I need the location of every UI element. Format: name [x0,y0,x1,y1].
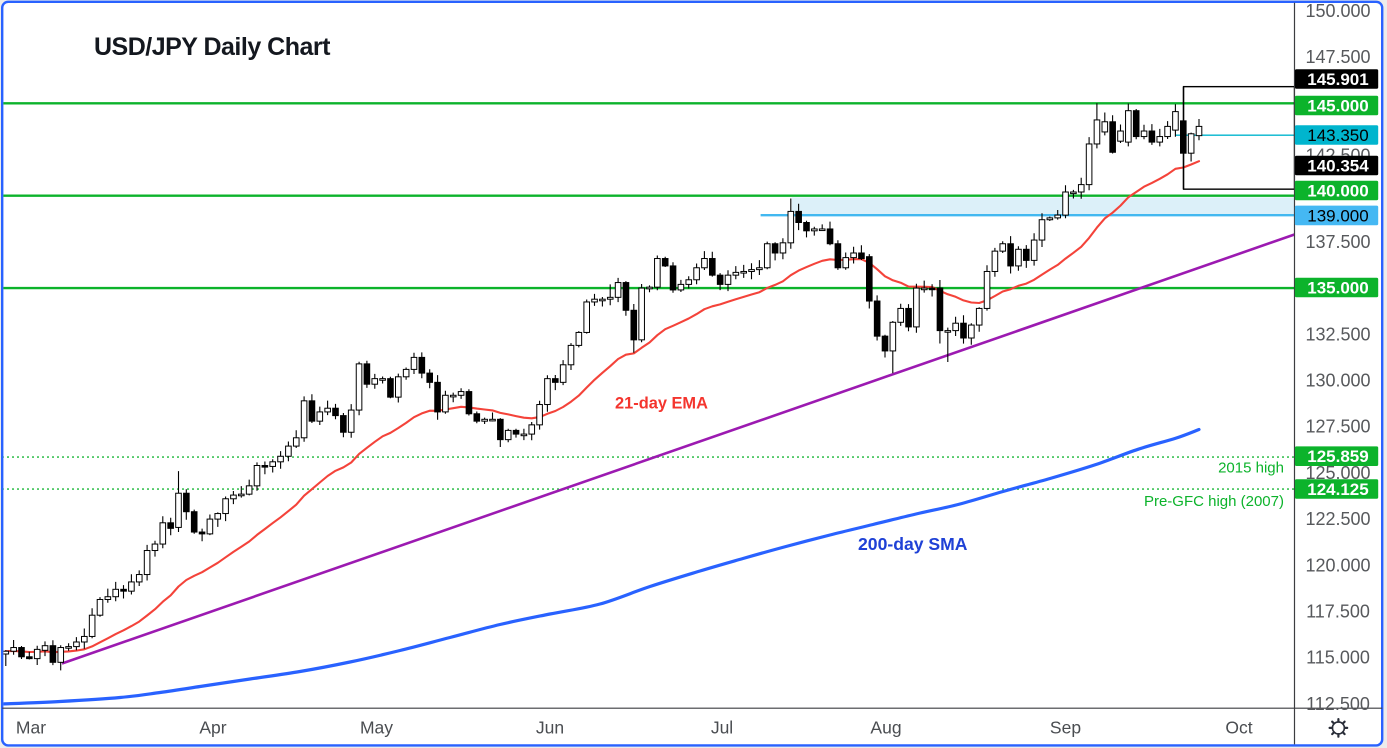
svg-text:125.859: 125.859 [1307,447,1368,466]
svg-text:Aug: Aug [870,718,901,738]
svg-text:112.500: 112.500 [1306,694,1370,714]
svg-text:120.000: 120.000 [1305,555,1370,575]
svg-text:2015 high: 2015 high [1218,460,1284,477]
svg-text:137.500: 137.500 [1305,232,1370,252]
svg-text:139.000: 139.000 [1307,206,1368,225]
svg-text:115.000: 115.000 [1306,648,1370,668]
svg-text:132.500: 132.500 [1305,324,1370,344]
svg-text:130.000: 130.000 [1305,371,1370,391]
svg-text:145.901: 145.901 [1307,70,1368,89]
svg-text:145.000: 145.000 [1307,97,1368,116]
svg-text:147.500: 147.500 [1305,47,1370,67]
svg-text:135.000: 135.000 [1307,279,1368,298]
svg-text:124.125: 124.125 [1307,480,1368,499]
svg-text:Mar: Mar [16,718,46,738]
svg-text:150.000: 150.000 [1305,1,1370,21]
svg-text:Jun: Jun [536,718,564,738]
svg-text:127.500: 127.500 [1305,417,1370,437]
svg-text:USD/JPY Daily Chart: USD/JPY Daily Chart [94,33,331,61]
svg-text:Oct: Oct [1225,718,1252,738]
svg-text:May: May [360,718,393,738]
svg-text:200-day SMA: 200-day SMA [858,534,968,554]
svg-text:125.000: 125.000 [1305,463,1370,483]
svg-text:117.500: 117.500 [1306,602,1370,622]
svg-text:143.350: 143.350 [1307,126,1368,145]
svg-text:140.354: 140.354 [1307,157,1369,176]
svg-text:Apr: Apr [199,718,226,738]
svg-text:140.000: 140.000 [1307,182,1368,201]
svg-text:Jul: Jul [711,718,733,738]
svg-text:21-day EMA: 21-day EMA [615,395,708,413]
svg-text:Sep: Sep [1050,718,1081,738]
svg-text:Pre-GFC high (2007): Pre-GFC high (2007) [1144,493,1284,510]
svg-text:122.500: 122.500 [1305,509,1370,529]
